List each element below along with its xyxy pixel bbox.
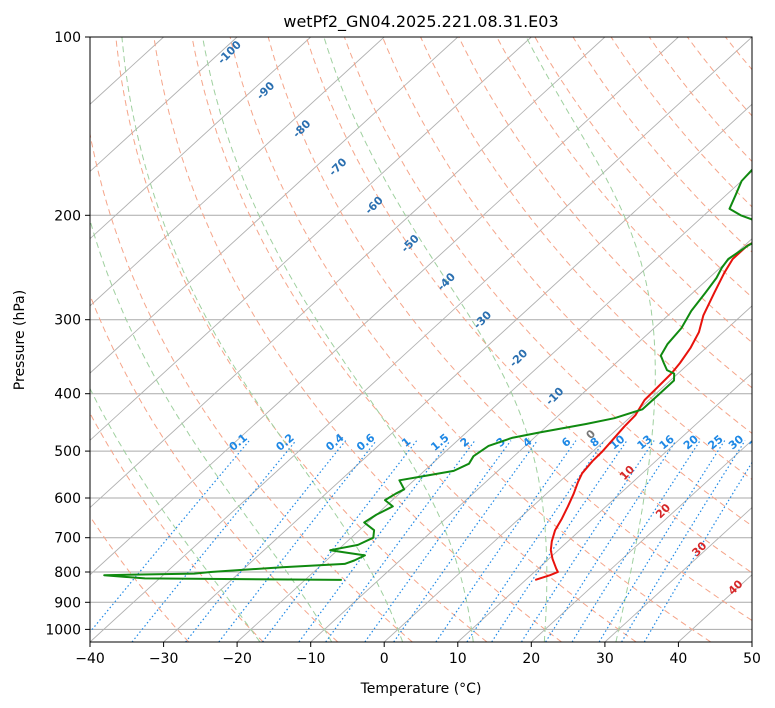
sounding-profiles	[103, 168, 752, 581]
dry-adiabat	[534, 37, 752, 298]
dry-adiabat	[343, 37, 752, 527]
moist-adiabat	[202, 37, 474, 642]
dry-adiabat	[153, 37, 562, 642]
isotherm	[90, 37, 459, 374]
isotherm	[90, 37, 532, 441]
dry-adiabat	[90, 412, 264, 642]
x-tick-label: 50	[743, 651, 761, 667]
y-tick-label: 1000	[45, 622, 81, 638]
isotherm	[90, 37, 385, 307]
mixing-ratio-line	[364, 440, 512, 642]
moist-adiabat	[90, 387, 261, 642]
x-tick-label: 30	[596, 651, 614, 667]
y-tick-label: 100	[54, 30, 81, 46]
y-tick-label: 700	[54, 531, 81, 547]
y-tick-label: 500	[54, 444, 81, 460]
y-tick-label: 900	[54, 595, 81, 611]
x-axis-label: Temperature (°C)	[360, 681, 482, 697]
mixing-ratio-line	[131, 440, 297, 642]
mixing-ratio-line	[90, 440, 250, 633]
isotherm	[457, 372, 752, 642]
isotherm	[90, 37, 679, 576]
mixing-ratio-line	[598, 440, 726, 642]
isotherm	[383, 305, 752, 642]
mixing-ratio-line	[520, 440, 655, 642]
y-tick-label: 800	[54, 565, 81, 581]
mixing-ratio-line	[621, 440, 746, 642]
x-tick-label: 0	[380, 651, 389, 667]
background-grid	[90, 37, 752, 642]
mixing-ratio-label: 36	[747, 432, 767, 452]
temperature-profile	[534, 241, 752, 581]
dry-adiabat	[229, 37, 712, 642]
dewpoint-profile	[103, 168, 752, 581]
isotherm	[163, 103, 752, 642]
isotherm	[236, 170, 752, 642]
isotherm	[604, 506, 752, 642]
plot-frame	[89, 36, 753, 643]
mixing-ratio-line	[325, 440, 476, 642]
x-tick-label: 40	[669, 651, 687, 667]
chart-title: wetPf2_GN04.2025.221.08.31.E03	[283, 12, 558, 32]
isotherm	[90, 37, 312, 240]
dry-adiabat	[90, 131, 413, 642]
mixing-ratio-line	[466, 440, 605, 642]
x-axis: −40 −30 −20 −10 0 10 20 30 40 50	[75, 642, 761, 667]
mixing-ratio-line	[571, 440, 701, 642]
isotherm	[90, 37, 238, 173]
x-tick-label: −40	[75, 651, 105, 667]
x-tick-label: −20	[222, 651, 252, 667]
x-tick-label: −10	[296, 651, 326, 667]
y-tick-label: 600	[54, 491, 81, 507]
moist-adiabat	[121, 37, 404, 642]
dry-adiabat	[420, 37, 752, 435]
x-tick-label: −30	[149, 651, 179, 667]
mixing-ratio-line	[545, 440, 677, 642]
x-tick-label: 20	[522, 651, 540, 667]
mixing-ratio-line	[218, 440, 377, 642]
mixing-ratio-line	[435, 440, 577, 642]
y-tick-label: 200	[54, 208, 81, 224]
mixing-ratio-line	[643, 461, 752, 642]
y-axis-label: Pressure (hPa)	[12, 290, 28, 390]
dry-adiabat	[496, 37, 752, 344]
moist-adiabat	[323, 37, 548, 642]
isotherm	[310, 238, 752, 642]
dry-adiabat	[572, 37, 752, 253]
dry-adiabat	[191, 37, 637, 642]
isotherm	[90, 37, 752, 642]
dry-adiabat	[648, 37, 752, 163]
isotherm	[530, 439, 752, 642]
dry-adiabat	[90, 293, 339, 642]
dry-adiabat	[305, 37, 752, 574]
moist-adiabat	[90, 218, 333, 642]
y-tick-label: 300	[54, 313, 81, 329]
mixing-ratio-line	[491, 440, 628, 642]
y-tick-label: 400	[54, 387, 81, 403]
isotherm	[90, 37, 606, 509]
y-axis: 1000 900 800 700 600 500 400 300 200 100	[45, 30, 90, 638]
x-tick-label: 10	[449, 651, 467, 667]
